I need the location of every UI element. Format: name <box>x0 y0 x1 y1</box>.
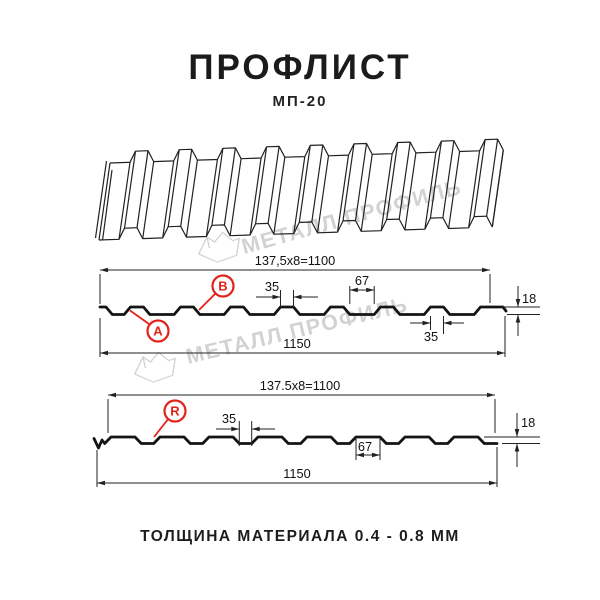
dim-label-pan-67-top: 67 <box>355 273 369 288</box>
marker-b-leader <box>198 292 217 311</box>
watermark-text: МЕТАЛЛ ПРОФИЛЬ <box>184 292 411 368</box>
watermark-profile: МЕТАЛЛ ПРОФИЛЬ <box>133 292 411 383</box>
dim-label-overall-1150-bottom: 1150 <box>283 466 311 481</box>
marker-b: B <box>198 274 235 311</box>
page-header: ПРОФЛИСТ МП-20 <box>0 50 600 110</box>
marker-r-leader <box>153 418 169 438</box>
dim-label-module-width-bottom: 137.5x8=1100 <box>260 378 341 393</box>
dim-label-crest-35-top: 35 <box>265 279 279 294</box>
dim-label-overall-1150-top: 1150 <box>283 336 311 351</box>
marker-a-letter: A <box>153 324 163 339</box>
dim-label-module-width-top: 137,5x8=1100 <box>255 253 336 268</box>
marker-a-leader <box>129 309 151 326</box>
marker-a-circle <box>146 319 170 343</box>
dim-label-crest-35-right-top: 35 <box>424 329 438 344</box>
marker-a: A <box>129 309 170 343</box>
marker-r-circle <box>163 399 187 423</box>
dim-label-height-18-top: 18 <box>522 291 536 306</box>
page-title: ПРОФЛИСТ <box>188 48 412 87</box>
brand-logo-icon <box>133 351 177 383</box>
cross-section-reverse <box>92 435 499 450</box>
marker-r: R <box>153 399 187 438</box>
brand-logo-icon <box>197 231 241 263</box>
dimension-lines <box>96 267 540 487</box>
marker-b-circle <box>211 274 235 298</box>
sheet-3d-view <box>94 138 504 241</box>
material-thickness-note: ТОЛЩИНА МАТЕРИАЛА 0.4 - 0.8 ММ <box>140 528 460 545</box>
marker-r-letter: R <box>170 404 180 419</box>
page-subtitle: МП-20 <box>272 93 328 110</box>
dim-label-valley-35-bottom: 35 <box>222 411 236 426</box>
dim-label-height-18-bottom: 18 <box>521 415 535 430</box>
marker-b-letter: B <box>218 279 227 294</box>
dim-label-crest-67-bottom: 67 <box>358 439 372 454</box>
watermark-3d: МЕТАЛЛ ПРОФИЛЬ <box>197 175 465 263</box>
cross-section-front <box>98 305 508 316</box>
